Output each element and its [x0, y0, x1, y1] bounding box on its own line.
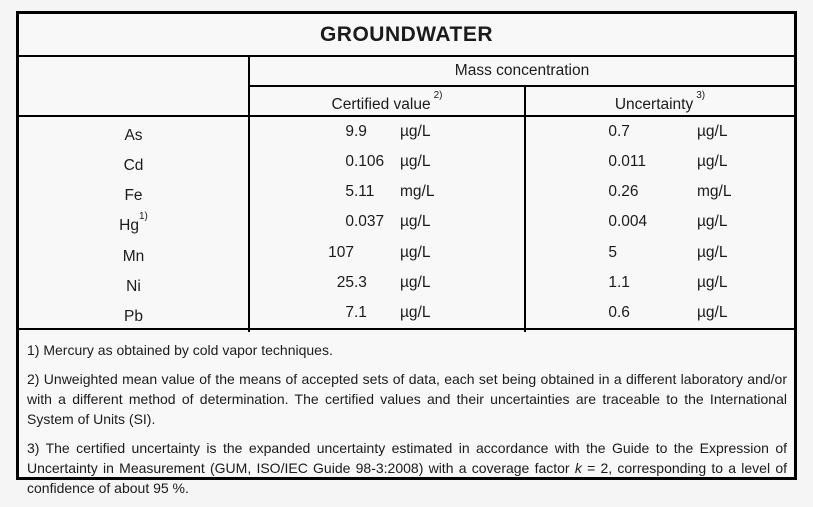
uncertainty-unit: µg/L [697, 243, 728, 261]
certified-value-frac: .106 [354, 153, 385, 171]
footnote-3-text-end: = 2, corresponding to a level of confide… [27, 459, 787, 496]
column-headers-row: Certified value2) Uncertainty3) [250, 87, 794, 120]
table-row-fe: Fe 5.11 mg/L 0.26 mg/L [19, 177, 794, 212]
uncertainty-unit: µg/L [697, 273, 728, 291]
certified-value-unit: µg/L [400, 153, 431, 171]
certified-value-footnote-ref: 2) [433, 90, 443, 101]
certified-value-int: 0 [345, 153, 354, 171]
uncertainty-unit: µg/L [697, 303, 728, 321]
uncertainty-unit: µg/L [697, 123, 728, 140]
uncertainty-cell: 0.6 µg/L [524, 297, 794, 333]
footnotes-section: 1) Mercury as obtained by cold vapor tec… [19, 330, 794, 507]
certified-value-cell: 107 µg/L [248, 237, 524, 272]
group-header-mass-concentration: Mass concentration [250, 57, 794, 87]
certified-value-cell: 5.11 mg/L [248, 177, 524, 212]
uncertainty-value-frac: .7 [617, 123, 630, 140]
certified-value-cell: 9.9 µg/L [248, 117, 524, 152]
uncertainty-cell: 0.011 µg/L [524, 147, 794, 182]
element-symbol: Cd [123, 157, 144, 175]
uncertainty-unit: µg/L [697, 153, 728, 171]
element-symbol: Fe [124, 187, 143, 205]
uncertainty-value-int: 0 [608, 123, 617, 140]
footnote-3-text: 3) The certified uncertainty is the expa… [27, 439, 787, 476]
mass-concentration-section: Mass concentration Certified value2) Unc… [248, 57, 794, 120]
table-row-cd: Cd 0.106 µg/L 0.011 µg/L [19, 147, 794, 182]
certified-value-int: 9 [345, 123, 354, 140]
uncertainty-value-frac: .011 [617, 153, 647, 171]
certified-value-cell: 25.3 µg/L [248, 267, 524, 303]
footnote-2: 2) Unweighted mean value of the means of… [27, 370, 787, 427]
table-row-hg: Hg1) 0.037 µg/L 0.004 µg/L [19, 207, 794, 242]
coverage-factor-k: k [574, 459, 582, 476]
certified-value-unit: µg/L [400, 273, 431, 291]
uncertainty-value-frac: .004 [617, 213, 648, 231]
certificate-table: GROUNDWATER Mass concentration Certified… [16, 11, 797, 496]
uncertainty-unit: µg/L [697, 213, 728, 231]
certified-value-frac: .9 [354, 123, 367, 140]
uncertainty-footnote-ref: 3) [696, 90, 706, 101]
element-symbol: Mn [122, 247, 145, 265]
certified-value-unit: mg/L [400, 183, 435, 201]
table-title: GROUNDWATER [19, 14, 794, 57]
element-symbol: Hg1) [119, 211, 148, 235]
uncertainty-value-int: 0 [608, 153, 617, 171]
element-symbol: As [124, 127, 143, 145]
certified-value-cell: 7.1 µg/L [248, 297, 524, 333]
certified-value-unit: µg/L [400, 303, 431, 321]
uncertainty-value-frac: .26 [617, 183, 639, 201]
certified-value-label: Certified value [331, 96, 431, 114]
header-corner-cell [19, 57, 248, 115]
certified-value-frac: .3 [354, 273, 367, 291]
element-symbol: Ni [126, 277, 141, 295]
table-row-ni: Ni 25.3 µg/L 1.1 µg/L [19, 267, 794, 303]
certified-value-unit: µg/L [400, 243, 431, 261]
uncertainty-value-int: 0 [608, 183, 617, 201]
column-header-certified-value: Certified value2) [250, 87, 524, 119]
certified-value-int: 5 [345, 183, 354, 201]
certified-value-cell: 0.106 µg/L [248, 147, 524, 182]
certified-value-frac: .037 [354, 213, 385, 231]
table-row-as: As 9.9 µg/L 0.7 µg/L [19, 117, 794, 152]
uncertainty-cell: 1.1 µg/L [524, 267, 794, 303]
element-symbol: Pb [124, 308, 143, 325]
uncertainty-value-int: 5 [608, 243, 617, 261]
uncertainty-cell: 0.7 µg/L [524, 117, 794, 152]
uncertainty-value-int: 0 [608, 303, 617, 321]
certified-value-frac: .11 [354, 183, 375, 201]
element-footnote-ref: 1) [138, 211, 148, 223]
table-row-mn: Mn 107 µg/L 5 µg/L [19, 237, 794, 272]
uncertainty-cell: 5 µg/L [524, 237, 794, 272]
uncertainty-value-int: 1 [608, 273, 617, 291]
certified-value-int: 7 [345, 303, 354, 321]
table-body: As 9.9 µg/L 0.7 µg/L Cd 0.106 µg/L 0.011 µg/… [19, 117, 794, 333]
uncertainty-unit: mg/L [697, 183, 732, 201]
column-header-uncertainty: Uncertainty3) [524, 87, 794, 120]
table-header: Mass concentration Certified value2) Unc… [19, 57, 794, 120]
certified-value-int: 25 [336, 273, 354, 291]
certified-value-unit: µg/L [400, 213, 431, 231]
footnote-3: 3) The certified uncertainty is the expa… [27, 438, 787, 498]
uncertainty-value-frac: .1 [617, 273, 630, 291]
uncertainty-label: Uncertainty [614, 96, 694, 114]
uncertainty-value-frac: .6 [617, 303, 630, 321]
uncertainty-value-int: 0 [608, 213, 617, 231]
certified-value-unit: µg/L [400, 123, 431, 140]
certified-value-int: 0 [345, 213, 354, 231]
footnote-1: 1) Mercury as obtained by cold vapor tec… [27, 341, 333, 358]
certified-value-cell: 0.037 µg/L [248, 207, 524, 242]
uncertainty-cell: 0.004 µg/L [524, 207, 794, 242]
uncertainty-cell: 0.26 mg/L [524, 177, 794, 212]
certified-value-frac: .1 [354, 303, 367, 321]
table-row-pb: Pb 7.1 µg/L 0.6 µg/L [19, 297, 794, 333]
certified-value-int: 107 [328, 243, 354, 261]
